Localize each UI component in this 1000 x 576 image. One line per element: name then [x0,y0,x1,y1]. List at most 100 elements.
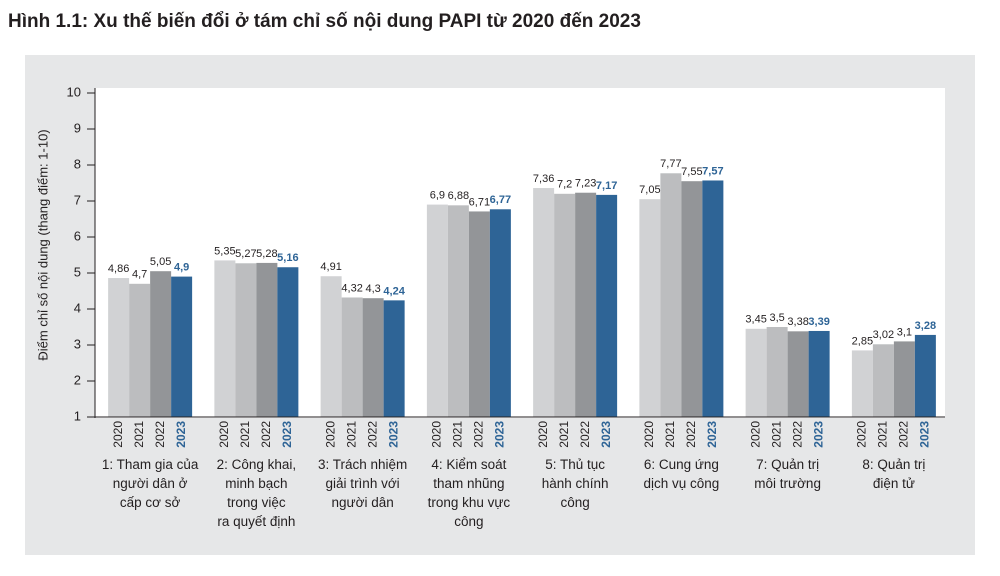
year-label: 2022 [472,421,486,448]
bar [914,334,936,417]
year-label: 2023 [705,421,719,448]
y-tick-label: 8 [74,156,81,171]
bar [575,192,597,417]
value-label: 6,88 [448,190,469,202]
value-label: 4,7 [132,269,147,281]
value-label: 3,1 [897,326,912,338]
year-label: 2023 [174,421,188,448]
value-label: 5,35 [214,245,235,257]
y-tick-label: 10 [67,84,81,99]
category-label: 4: Kiểm soát tham nhũng trong khu vực công [428,457,511,529]
category-label: 1: Tham gia của người dân ở cấp cơ sở [102,457,199,510]
value-label: 5,28 [256,248,277,260]
year-label: 2022 [153,421,167,448]
bar [745,328,767,417]
value-label: 3,45 [745,314,766,326]
category-label: 8: Quản trị điện tử [862,457,925,491]
year-label: 2021 [557,421,571,448]
value-label: 6,9 [430,190,445,202]
year-label: 2020 [748,421,762,448]
category-label: 3: Trách nhiệm giải trình với người dân [318,457,407,510]
value-label: 7,23 [575,178,596,190]
category-label: 6: Cung ứng dịch vụ công [643,457,719,491]
y-tick-label: 1 [74,408,81,423]
value-label: 7,17 [596,180,617,192]
bar [681,181,703,417]
value-label: 4,86 [108,263,129,275]
year-label: 2021 [132,421,146,448]
bar [787,331,809,417]
bar [383,300,405,417]
year-label: 2023 [280,421,294,448]
year-label: 2023 [599,421,613,448]
year-label: 2021 [451,421,465,448]
bar [320,276,342,417]
bar [596,194,618,417]
value-label: 5,16 [277,252,298,264]
year-label: 2022 [365,421,379,448]
bar [447,205,469,417]
year-label: 2021 [876,421,890,448]
year-label: 2020 [111,421,125,448]
year-label: 2022 [897,421,911,448]
bar [766,327,788,417]
year-label: 2021 [663,421,677,448]
bar [893,341,915,417]
y-tick-label: 3 [74,336,81,351]
y-axis-label: Điểm chỉ số nội dung (thang điểm: 1-10) [35,129,50,360]
year-label: 2023 [811,421,825,448]
bar [660,173,682,417]
bar [171,276,193,417]
bar [426,204,448,417]
bar [533,188,555,417]
value-label: 7,77 [660,158,681,170]
value-label: 7,55 [681,166,702,178]
bar [702,180,724,417]
bar [277,267,299,417]
y-tick-label: 4 [74,300,81,315]
year-label: 2021 [344,421,358,448]
year-label: 2020 [323,421,337,448]
year-label: 2023 [386,421,400,448]
bar [872,344,894,417]
value-label: 7,2 [557,179,572,191]
value-label: 2,85 [852,335,873,347]
year-label: 2022 [578,421,592,448]
bar [362,298,384,417]
bar [554,193,576,417]
year-label: 2023 [493,421,507,448]
bar [129,283,151,417]
year-label: 2022 [684,421,698,448]
value-label: 4,32 [341,282,362,294]
chart-title: Hình 1.1: Xu thế biến đổi ở tám chỉ số n… [8,11,641,32]
value-label: 4,24 [383,285,405,297]
year-label: 2022 [790,421,804,448]
value-label: 3,39 [808,316,829,328]
value-label: 3,02 [873,329,894,341]
category-label: 2: Công khai, minh bạch trong việc ra quyết… [217,457,297,529]
year-label: 2023 [918,421,932,448]
bar [341,297,363,417]
value-label: 6,77 [490,194,511,206]
y-tick-label: 7 [74,192,81,207]
value-label: 4,9 [174,262,189,274]
y-tick-label: 2 [74,372,81,387]
category-label: 5: Thủ tục hành chính công [542,457,609,510]
year-label: 2020 [430,421,444,448]
bar [256,262,278,417]
bar [468,211,490,417]
category-label: 7: Quản trị môi trường [754,457,821,491]
value-label: 3,28 [915,320,936,332]
bar [808,330,830,417]
y-tick-label: 6 [74,228,81,243]
bar [851,350,873,417]
y-tick-label: 9 [74,120,81,135]
year-label: 2020 [536,421,550,448]
year-label: 2022 [259,421,273,448]
value-label: 7,57 [702,165,723,177]
bar [235,263,257,417]
bar [108,278,130,417]
value-label: 4,3 [365,283,380,295]
